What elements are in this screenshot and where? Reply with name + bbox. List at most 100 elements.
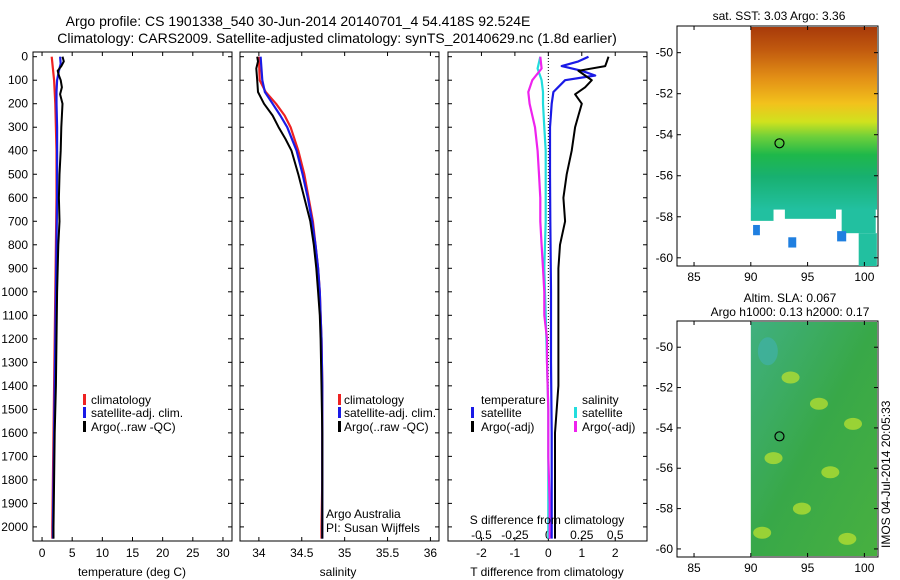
sst-field-patch xyxy=(837,231,847,242)
credit-line-1: Argo Australia xyxy=(326,507,401,521)
sal-legend-climatology-label: climatology xyxy=(344,393,404,407)
sla-lon-tick-label: 100 xyxy=(854,561,874,575)
salinity-panel-frame xyxy=(239,51,440,542)
sst-field-patch xyxy=(841,208,876,234)
sal-legend-swatch-climatology xyxy=(338,394,341,405)
diff-series-s-argo xyxy=(527,56,551,539)
sla-argo-marker xyxy=(774,431,785,442)
sla-lat-tick-label: -56 xyxy=(656,461,674,475)
temp-series-argo xyxy=(52,56,65,539)
diff-series-t-argo xyxy=(554,56,610,539)
t-diff-x-tick-label: -1 xyxy=(510,546,521,560)
credit-line-2: PI: Susan Wijffels xyxy=(326,521,420,535)
sst-lon-tick-label: 100 xyxy=(854,270,874,284)
sst-argo-marker xyxy=(774,138,785,149)
depth-tick-label: 1300 xyxy=(1,355,28,369)
salinity-panel: 34 34.5 35 35.5 36 xyxy=(252,52,437,560)
temperature-x-tick-label: 25 xyxy=(186,546,200,560)
title-line-2: Climatology: CARS2009. Satellite-adjuste… xyxy=(57,30,617,46)
temperature-x-tick-label: 10 xyxy=(96,546,110,560)
depth-tick-label: 1500 xyxy=(1,402,28,416)
temperature-legend: climatology satellite-adj. clim. Argo(..… xyxy=(83,393,183,434)
sla-field-patch xyxy=(821,466,840,479)
depth-tick-label: 1800 xyxy=(1,473,28,487)
depth-tick-label: 1700 xyxy=(1,449,28,463)
sal-legend-satellite-label: satellite-adj. clim. xyxy=(344,406,436,420)
legend-salinity-header: salinity xyxy=(582,393,619,407)
s-diff-tick-label: 0.25 xyxy=(570,528,594,542)
sal-legend-swatch-argo xyxy=(338,421,341,432)
sla-map-title-line-1: Altim. SLA: 0.067 xyxy=(744,291,837,305)
legend-swatch-t-argo xyxy=(471,421,474,432)
legend-swatch-argo xyxy=(83,421,86,432)
depth-tick-label: 300 xyxy=(8,120,28,134)
legend-argo-label: Argo(..raw -QC) xyxy=(91,420,176,434)
sla-field-patch xyxy=(753,526,772,539)
legend-satellite-label: satellite-adj. clim. xyxy=(91,406,183,420)
temperature-x-tick-label: 5 xyxy=(69,546,76,560)
sst-lon-tick-label: 85 xyxy=(687,270,701,284)
sla-lon-tick-label: 85 xyxy=(687,561,701,575)
sal-legend-swatch-satellite xyxy=(338,407,341,418)
salinity-legend: climatology satellite-adj. clim. Argo(..… xyxy=(326,393,436,535)
sla-lon-tick-label: 90 xyxy=(744,561,758,575)
sst-field xyxy=(750,27,877,210)
diff-series-t-satellite xyxy=(548,55,597,539)
sla-field-patch xyxy=(844,417,863,430)
timestamp-stamp: IMOS 04-Jul-2014 20:05:33 xyxy=(879,400,893,548)
depth-axis: 0 100 200 300 400 500 600 700 800 900 1000 1100 1200… xyxy=(1,50,647,534)
depth-tick-label: 2000 xyxy=(1,520,28,534)
sla-lat-tick-label: -58 xyxy=(656,502,674,516)
legend-swatch-climatology xyxy=(83,394,86,405)
legend-t-satellite-label: satellite xyxy=(481,406,522,420)
s-diff-tick-label: -0.25 xyxy=(501,528,529,542)
depth-tick-label: 400 xyxy=(8,144,28,158)
legend-swatch-s-argo xyxy=(574,421,577,432)
sla-map-title-line-2: Argo h1000: 0.13 h2000: 0.17 xyxy=(711,305,870,319)
difference-top-axis-label: S difference from climatology xyxy=(470,513,625,527)
sst-field-patch xyxy=(858,233,877,266)
legend-swatch-satellite xyxy=(83,407,86,418)
sst-field-patch xyxy=(788,237,797,248)
difference-legend: temperature salinity satellite Argo(-adj… xyxy=(471,393,635,434)
depth-tick-label: 500 xyxy=(8,167,28,181)
salinity-x-tick-label: 35.5 xyxy=(376,546,400,560)
sla-lon-tick-label: 95 xyxy=(801,561,815,575)
depth-tick-label: 200 xyxy=(8,97,28,111)
sst-field-patch xyxy=(750,208,774,221)
depth-tick-label: 0 xyxy=(21,50,28,64)
depth-tick-label: 1000 xyxy=(1,285,28,299)
legend-climatology-label: climatology xyxy=(91,393,151,407)
sst-field-patch xyxy=(784,208,836,219)
temperature-x-tick-label: 20 xyxy=(156,546,170,560)
sst-lat-tick-label: -56 xyxy=(656,169,674,183)
legend-s-satellite-label: satellite xyxy=(582,406,623,420)
temperature-x-tick-label: 0 xyxy=(39,546,46,560)
sla-map: -50 -52 -54 -56 -58 -60 85 90 95 100 xyxy=(656,321,878,575)
sst-lat-tick-label: -50 xyxy=(656,46,674,60)
sal-series-argo xyxy=(255,56,324,539)
legend-swatch-s-satellite xyxy=(574,407,577,418)
sst-lat-tick-label: -54 xyxy=(656,128,674,142)
salinity-x-tick-label: 35 xyxy=(338,546,352,560)
s-diff-tick-label: -0.5 xyxy=(471,528,492,542)
sla-lat-tick-label: -50 xyxy=(656,340,674,354)
salinity-x-tick-label: 34.5 xyxy=(290,546,314,560)
sla-field-patch xyxy=(757,337,778,366)
legend-t-argo-label: Argo(-adj) xyxy=(481,420,534,434)
depth-tick-label: 1600 xyxy=(1,426,28,440)
sst-lat-tick-label: -60 xyxy=(656,251,674,265)
temperature-panel-frame xyxy=(32,51,233,542)
sla-field-patch xyxy=(781,371,800,384)
depth-tick-label: 100 xyxy=(8,73,28,87)
depth-tick-label: 1100 xyxy=(2,308,28,322)
salinity-x-tick-label: 34 xyxy=(252,546,266,560)
salinity-xlabel: salinity xyxy=(320,565,357,579)
depth-tick-label: 600 xyxy=(8,191,28,205)
sla-field-patch xyxy=(792,502,811,515)
temperature-x-tick-label: 15 xyxy=(126,546,140,560)
sla-lat-tick-label: -54 xyxy=(656,421,674,435)
difference-xlabel: T difference from climatology xyxy=(470,565,624,579)
